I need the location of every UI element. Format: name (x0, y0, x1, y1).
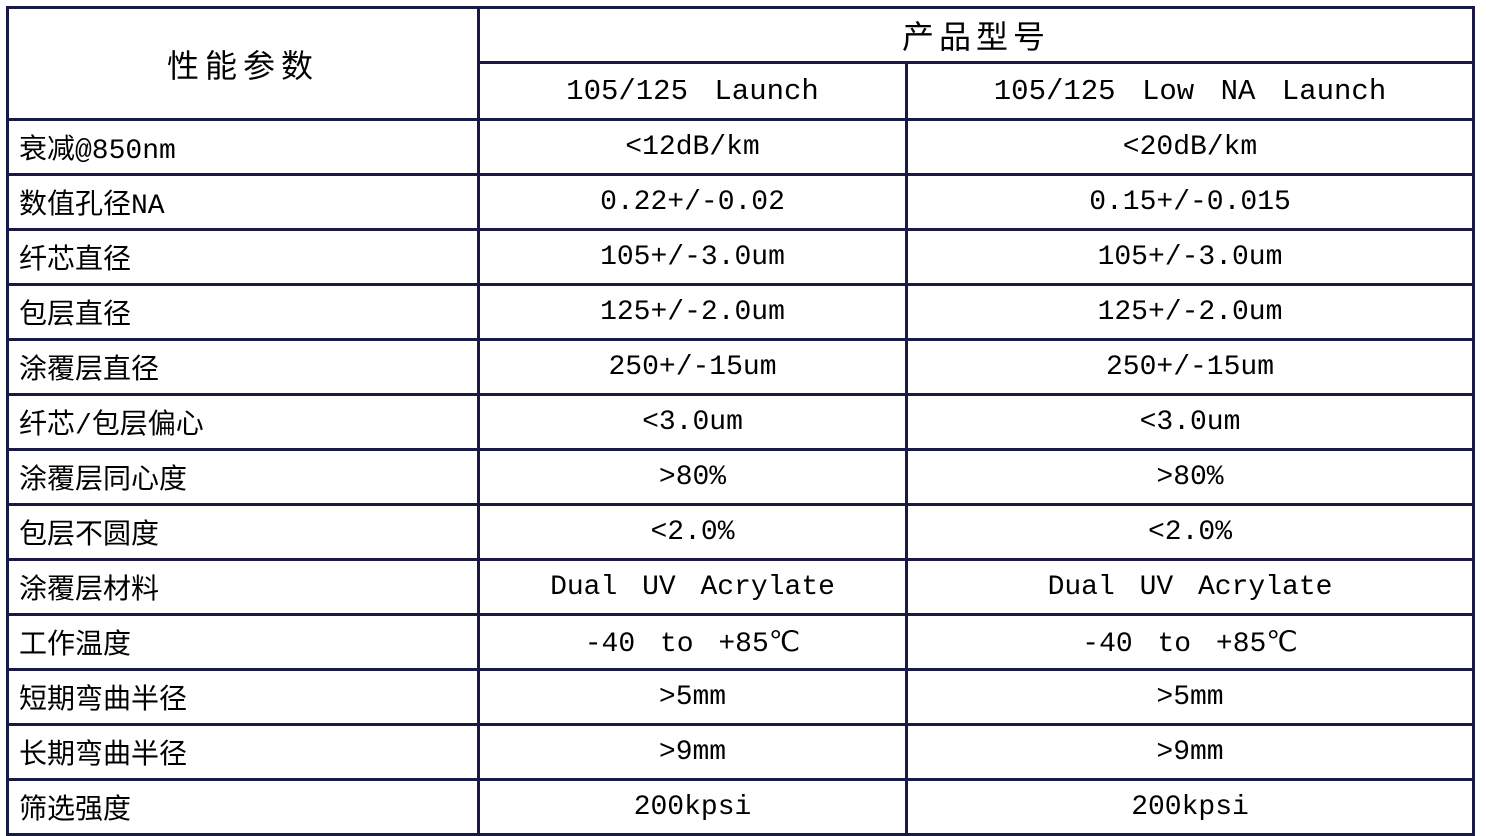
table-row-numerical-aperture: 数值孔径NA 0.22+/-0.02 0.15+/-0.015 (6, 173, 1476, 231)
row-label: 涂覆层材料 (6, 558, 480, 616)
row-value-low-na: 250+/-15um (904, 338, 1476, 396)
row-value-low-na: <2.0% (904, 503, 1476, 561)
row-value-low-na: >9mm (904, 723, 1476, 781)
row-value-low-na: 0.15+/-0.015 (904, 173, 1476, 231)
row-value-launch: >80% (477, 448, 908, 506)
table-row-cladding-noncircularity: 包层不圆度 <2.0% <2.0% (6, 503, 1476, 561)
row-value-launch: Dual UV Acrylate (477, 558, 908, 616)
row-label: 筛选强度 (6, 778, 480, 836)
table-row-core-diameter: 纤芯直径 105+/-3.0um 105+/-3.0um (6, 228, 1476, 286)
row-value-launch: 0.22+/-0.02 (477, 173, 908, 231)
header-row-models: 105/125 Launch 105/125 Low NA Launch (8, 61, 1476, 121)
row-value-low-na: 200kpsi (904, 778, 1476, 836)
table-row-coating-material: 涂覆层材料 Dual UV Acrylate Dual UV Acrylate (6, 558, 1476, 616)
row-value-low-na: -40 to +85℃ (904, 613, 1476, 671)
row-label: 短期弯曲半径 (6, 668, 480, 726)
row-value-launch: <2.0% (477, 503, 908, 561)
row-label: 工作温度 (6, 613, 480, 671)
header-row-group: 性能参数 产品型号 (6, 6, 1476, 121)
row-value-launch: <3.0um (477, 393, 908, 451)
row-value-low-na: 105+/-3.0um (904, 228, 1476, 286)
row-label: 涂覆层同心度 (6, 448, 480, 506)
table-row-core-clad-offset: 纤芯/包层偏心 <3.0um <3.0um (6, 393, 1476, 451)
row-value-low-na: >80% (904, 448, 1476, 506)
row-value-launch: 250+/-15um (477, 338, 908, 396)
row-value-launch: 200kpsi (477, 778, 908, 836)
table-row-proof-test: 筛选强度 200kpsi 200kpsi (6, 778, 1476, 836)
spec-sheet: 性能参数 产品型号 105/125 Launch 105/125 Low NA … (6, 6, 1476, 836)
row-value-low-na: <3.0um (904, 393, 1476, 451)
row-label: 长期弯曲半径 (6, 723, 480, 781)
row-value-low-na: <20dB/km (904, 118, 1476, 176)
row-value-low-na: Dual UV Acrylate (904, 558, 1476, 616)
product-model-cell-launch: 105/125 Launch (477, 61, 908, 121)
row-label: 涂覆层直径 (6, 338, 480, 396)
row-value-launch: 105+/-3.0um (477, 228, 908, 286)
table-row-attenuation: 衰减@850nm <12dB/km <20dB/km (6, 118, 1476, 176)
row-label: 衰减@850nm (6, 118, 480, 176)
table-row-short-term-bend-radius: 短期弯曲半径 >5mm >5mm (6, 668, 1476, 726)
row-value-launch: 125+/-2.0um (477, 283, 908, 341)
row-value-low-na: >5mm (904, 668, 1476, 726)
row-value-launch: -40 to +85℃ (477, 613, 908, 671)
row-value-launch: >5mm (477, 668, 908, 726)
param-header-cell: 性能参数 (6, 6, 480, 121)
table-row-coating-concentricity: 涂覆层同心度 >80% >80% (6, 448, 1476, 506)
fiber-spec-table: 性能参数 产品型号 105/125 Launch 105/125 Low NA … (6, 6, 1476, 836)
row-value-low-na: 125+/-2.0um (904, 283, 1476, 341)
table-row-long-term-bend-radius: 长期弯曲半径 >9mm >9mm (6, 723, 1476, 781)
row-label: 数值孔径NA (6, 173, 480, 231)
row-label: 纤芯直径 (6, 228, 480, 286)
row-label: 纤芯/包层偏心 (6, 393, 480, 451)
product-group-header-cell: 产品型号 (476, 6, 1476, 64)
product-model-cell-low-na-launch: 105/125 Low NA Launch (904, 61, 1476, 121)
row-value-launch: >9mm (477, 723, 908, 781)
row-value-launch: <12dB/km (477, 118, 908, 176)
table-row-cladding-diameter: 包层直径 125+/-2.0um 125+/-2.0um (6, 283, 1476, 341)
row-label: 包层直径 (6, 283, 480, 341)
table-row-operating-temperature: 工作温度 -40 to +85℃ -40 to +85℃ (6, 613, 1476, 671)
row-label: 包层不圆度 (6, 503, 480, 561)
table-row-coating-diameter: 涂覆层直径 250+/-15um 250+/-15um (6, 338, 1476, 396)
